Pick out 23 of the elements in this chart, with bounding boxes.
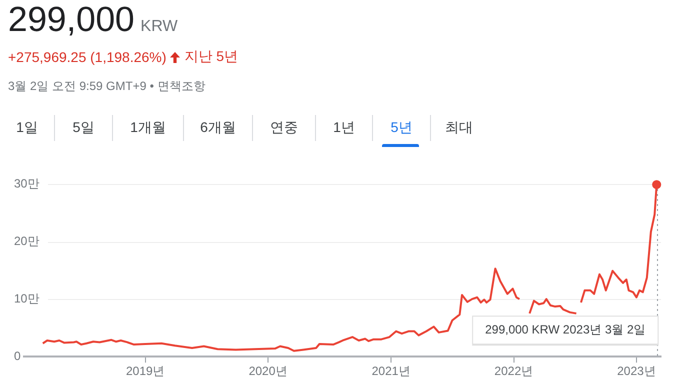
text: 6개월 <box>200 119 236 135</box>
text: 1개월 <box>130 119 166 135</box>
text: 최대 <box>445 119 473 135</box>
y-tick-label: 20만 <box>14 234 40 248</box>
annotation: 299,000 KRW 2023년 3월 2일 <box>485 322 646 336</box>
x-tick-label: 2023년 <box>617 364 656 378</box>
chart-subtitle: +275,969.25 (1,198.26%) <box>8 49 166 65</box>
chart-title: 299,000 <box>8 0 135 39</box>
x-tick-label: 2021년 <box>372 364 410 378</box>
text: 연중 <box>270 119 298 135</box>
x-tick-label: 2022년 <box>494 364 534 378</box>
y-tick-label: 30만 <box>14 176 40 190</box>
text: KRW <box>140 18 178 35</box>
text: 지난 5년 <box>184 48 238 66</box>
y-tick-label: 0 <box>14 348 21 363</box>
x-tick-label: 2019년 <box>126 364 165 378</box>
text: 5년 <box>390 119 412 135</box>
y-tick-label: 10만 <box>14 291 40 306</box>
text: 1일 <box>16 119 38 135</box>
text: 1년 <box>333 119 355 135</box>
text: 3월 2일 오전 9:59 GMT+9 • 면책조항 <box>8 78 206 95</box>
text: 5일 <box>72 119 94 135</box>
x-tick-label: 2020년 <box>248 364 288 378</box>
